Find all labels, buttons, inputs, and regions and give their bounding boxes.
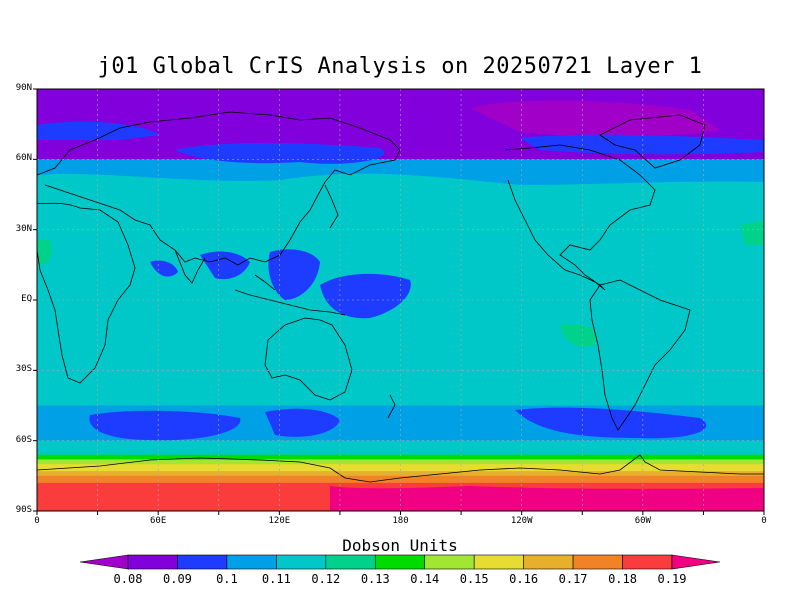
field-patch-3 <box>175 143 385 164</box>
colorbar-box <box>473 554 524 570</box>
field-patch-11 <box>515 407 707 439</box>
colorbar-box <box>523 554 574 570</box>
lat-label: 30N <box>15 223 32 234</box>
colorbar-box <box>226 554 277 570</box>
lon-label: 120E <box>268 516 291 526</box>
colorbar-box <box>276 554 327 570</box>
colorbar-high-triangle <box>671 554 721 570</box>
colorbar-label: 0.17 <box>558 572 588 586</box>
field-patch-13 <box>37 240 52 265</box>
colorbar-box <box>424 554 475 570</box>
field-patch-1 <box>470 100 720 137</box>
field-band-6 <box>37 459 764 465</box>
lat-label: 90N <box>15 83 32 93</box>
colorbar-label: 0.14 <box>410 572 440 586</box>
field-patch-5 <box>200 251 250 280</box>
map-title: j01 Global CrIS Analysis on 20250721 Lay… <box>97 54 703 79</box>
field-patch-4 <box>520 134 764 155</box>
field-band-7 <box>37 464 764 472</box>
colorbar-box <box>325 554 376 570</box>
colorbar-label: 0.09 <box>163 572 192 586</box>
colorbar-box <box>127 554 178 570</box>
colorbar-label: 0.13 <box>360 572 390 586</box>
lon-label: 180 <box>392 516 409 526</box>
colorbar-label: 0.12 <box>311 572 341 586</box>
lat-label: 60N <box>15 153 32 164</box>
colorbar-label: 0.08 <box>113 572 143 586</box>
colorbar-label: 0.1 <box>216 572 238 586</box>
colorbar-box <box>177 554 228 570</box>
lat-label: 90S <box>15 505 32 515</box>
lon-label: 0 <box>34 516 40 526</box>
colorbar-label: 0.19 <box>657 572 687 586</box>
coastlines <box>37 111 764 483</box>
field-patch-10 <box>265 408 340 437</box>
colorbar-low-triangle <box>79 554 129 570</box>
field-patch-8 <box>150 260 178 277</box>
field-patch-pink <box>330 486 764 511</box>
colorbar-box <box>622 554 673 570</box>
field-patch-9 <box>89 410 241 441</box>
colorbar-label: 0.18 <box>608 572 637 586</box>
field-patch-15 <box>560 324 597 347</box>
colorbar-box <box>374 554 426 570</box>
lat-label: 60S <box>15 434 32 445</box>
lon-label: 120W <box>510 516 533 526</box>
lon-label: 0 <box>761 516 767 526</box>
field-patch-7 <box>320 273 411 319</box>
field-band-5 <box>37 454 764 460</box>
lon-label: 60E <box>150 516 167 526</box>
lat-label: EQ <box>21 294 32 304</box>
field-patch-14 <box>740 220 764 245</box>
colorbar-label: 0.16 <box>509 572 539 586</box>
field-band-8 <box>37 471 764 477</box>
colorbar-units-label: Dobson Units <box>342 536 458 555</box>
colorbar-label: 0.15 <box>459 572 489 586</box>
lon-label: 60W <box>634 516 651 526</box>
lat-label: 30S <box>15 364 32 375</box>
field-patch-6 <box>268 249 320 300</box>
colorbar-box <box>572 554 623 570</box>
colorbar-label: 0.11 <box>261 572 291 586</box>
graticule <box>37 89 764 511</box>
